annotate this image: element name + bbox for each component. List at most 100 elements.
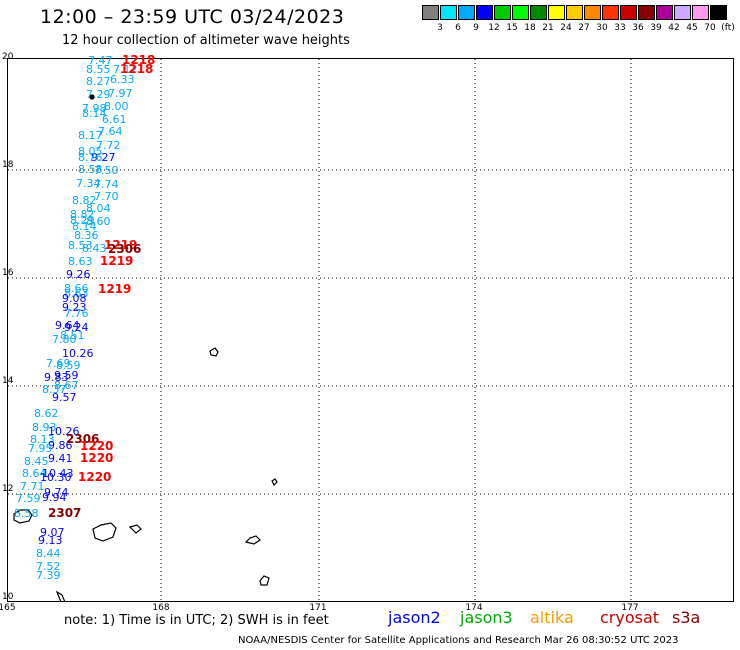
color-swatch <box>440 5 457 20</box>
color-scale-label: 6 <box>455 23 461 33</box>
swh-value: 10.26 <box>62 347 94 360</box>
color-scale-label: 21 <box>542 23 554 33</box>
swh-value: 8.58 <box>78 163 103 176</box>
color-scale-label: 15 <box>506 23 518 33</box>
pass-time: 1220 <box>80 451 114 465</box>
swh-value: 7.47 <box>88 54 113 67</box>
longitude-label: 171 <box>309 603 327 613</box>
swh-value: 8.58 <box>14 507 39 520</box>
footer-credit: NOAA/NESDIS Center for Satellite Applica… <box>238 635 679 646</box>
swh-value: 7.69 <box>46 357 71 370</box>
swh-value: 9.27 <box>91 151 116 164</box>
color-swatch <box>674 5 691 20</box>
latitude-label: 12 <box>2 484 14 494</box>
swh-value: 8.93 <box>32 421 57 434</box>
atoll-3 <box>13 509 33 524</box>
swh-value: 7.76 <box>64 307 89 320</box>
swh-value: 8.43 <box>82 242 107 255</box>
atoll-4 <box>92 522 117 542</box>
color-scale-label: 39 <box>650 23 662 33</box>
swh-value: 7.52 <box>36 560 61 573</box>
swh-value: 7.72 <box>96 139 121 152</box>
swh-value: 7.70 <box>94 190 119 203</box>
color-scale-label: 12 <box>488 23 500 33</box>
color-swatch <box>548 5 565 20</box>
pass-time: 1219 <box>98 282 132 296</box>
swh-value: 8.62 <box>34 407 59 420</box>
swh-value: 8.76 <box>78 151 103 164</box>
color-scale-label: 27 <box>578 23 590 33</box>
pass-time: 1218 <box>122 53 156 67</box>
longitude-label: 174 <box>465 603 483 613</box>
color-swatch <box>458 5 475 20</box>
swh-value: 8.66 <box>64 282 89 295</box>
color-scale-label: 45 <box>686 23 698 33</box>
color-scale-label: 9 <box>473 23 479 33</box>
swh-value: 7.71 <box>20 480 45 493</box>
swh-value: 8.64 <box>22 467 47 480</box>
color-scale-label: 18 <box>524 23 536 33</box>
swh-value: 9.41 <box>48 452 73 465</box>
swh-value: 10.26 <box>48 425 80 438</box>
swh-value: 8.36 <box>74 229 99 242</box>
swh-value: 8.82 <box>72 194 97 207</box>
color-scale-label: 3 <box>437 23 443 33</box>
color-swatch <box>512 5 529 20</box>
color-swatch <box>584 5 601 20</box>
swh-value: 7.95 <box>28 442 53 455</box>
swh-value: 8.82 <box>70 208 95 221</box>
swh-value: 9.07 <box>40 526 65 539</box>
swh-value: 7.74 <box>94 178 119 191</box>
swh-value: 8.27 <box>86 75 111 88</box>
pass-time: 1218 <box>120 62 154 76</box>
latitude-label: 16 <box>2 268 14 278</box>
latitude-label: 14 <box>2 376 14 386</box>
swh-value: 7.12 <box>113 63 138 76</box>
satellite-jason3: jason3 <box>460 608 513 627</box>
swh-value: 7.64 <box>98 125 123 138</box>
pass-time: 1219 <box>100 254 134 268</box>
swh-value: 8.37 <box>42 383 67 396</box>
swh-value: 8.67 <box>54 379 79 392</box>
swh-value: 8.00 <box>104 100 129 113</box>
latitude-label: 18 <box>2 160 14 170</box>
atoll-7 <box>259 575 270 586</box>
satellite-jason2: jason2 <box>388 608 441 627</box>
swh-value: 8.29 <box>70 214 95 227</box>
map-subtitle: 12 hour collection of altimeter wave hei… <box>62 33 350 48</box>
swh-value: 9.86 <box>48 439 73 452</box>
swh-value: 9.64 <box>55 319 80 332</box>
units-note: note: 1) Time is in UTC; 2) SWH is in fe… <box>64 613 329 628</box>
atoll-2 <box>271 478 278 487</box>
color-swatch <box>620 5 637 20</box>
longitude-label: 168 <box>152 603 170 613</box>
pass-time: 2306 <box>108 242 142 256</box>
color-swatch <box>566 5 583 20</box>
pass-time: 1219 <box>104 238 138 252</box>
swh-value: 9.08 <box>62 292 87 305</box>
swh-value: 7.34 <box>76 177 101 190</box>
swh-value: 7.97 <box>108 87 133 100</box>
swh-value: 9.24 <box>64 321 89 334</box>
longitude-label: 165 <box>0 603 16 613</box>
swh-value: 8.59 <box>56 359 81 372</box>
swh-value: 9.59 <box>54 369 79 382</box>
map-canvas <box>8 59 733 601</box>
map-title: 12:00 – 23:59 UTC 03/24/2023 <box>40 6 345 28</box>
swh-value: 6.61 <box>102 113 127 126</box>
color-scale-label: 30 <box>596 23 608 33</box>
graticule <box>8 59 733 601</box>
swh-value: 9.94 <box>42 491 67 504</box>
atoll-5 <box>128 524 142 534</box>
swh-value: 8.45 <box>24 455 49 468</box>
swh-value: 8.51 <box>60 329 85 342</box>
satellite-cryosat: cryosat <box>600 608 660 627</box>
swh-value: 9.57 <box>52 391 77 404</box>
swh-value: 8.14 <box>82 107 107 120</box>
color-scale-label: 24 <box>560 23 572 33</box>
swh-value: 8.05 <box>78 145 103 158</box>
color-swatch <box>638 5 655 20</box>
swh-value: 8.04 <box>86 202 111 215</box>
swh-value: 8.17 <box>78 129 103 142</box>
color-scale-label: 70 <box>704 23 716 33</box>
